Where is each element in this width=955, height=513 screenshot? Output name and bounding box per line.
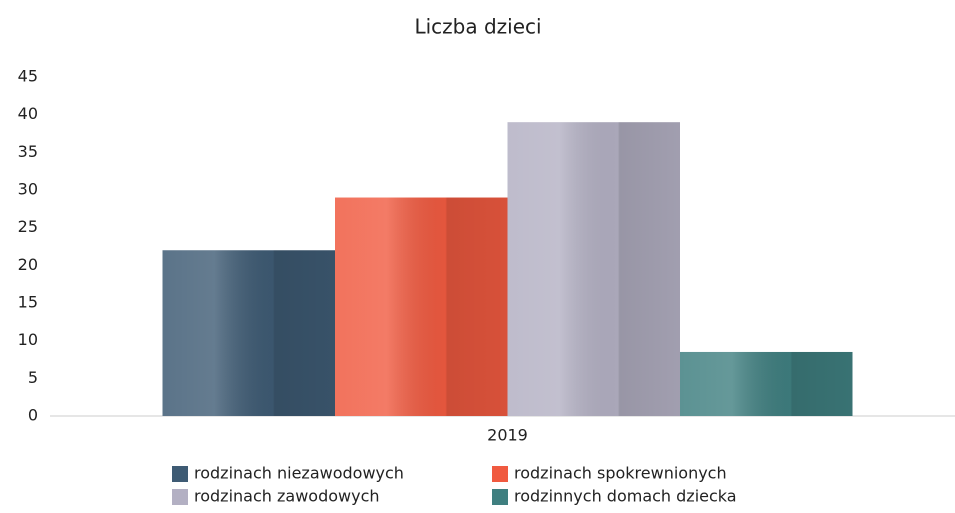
x-tick-label: 2019: [487, 426, 528, 445]
chart-title: Liczba dzieci: [414, 15, 541, 39]
legend-swatch: [492, 466, 508, 482]
bar: [507, 122, 680, 416]
legend-label: rodzinnych domach dziecka: [514, 487, 737, 506]
y-tick-label: 30: [18, 180, 38, 199]
y-tick-label: 15: [18, 293, 38, 312]
legend-label: rodzinach zawodowych: [194, 487, 380, 506]
y-tick-label: 35: [18, 142, 38, 161]
legend-swatch: [172, 466, 188, 482]
y-tick-label: 5: [28, 368, 38, 387]
legend-label: rodzinach spokrewnionych: [514, 464, 727, 483]
y-tick-label: 10: [18, 330, 38, 349]
y-tick-label: 0: [28, 406, 38, 425]
bar: [162, 250, 335, 416]
legend-swatch: [492, 489, 508, 505]
y-tick-label: 25: [18, 217, 38, 236]
y-tick-label: 40: [18, 104, 38, 123]
bar: [680, 351, 853, 416]
y-tick-label: 45: [18, 67, 38, 86]
y-tick-label: 20: [18, 255, 38, 274]
legend-label: rodzinach niezawodowych: [194, 464, 404, 483]
bar: [335, 197, 508, 416]
legend-swatch: [172, 489, 188, 505]
